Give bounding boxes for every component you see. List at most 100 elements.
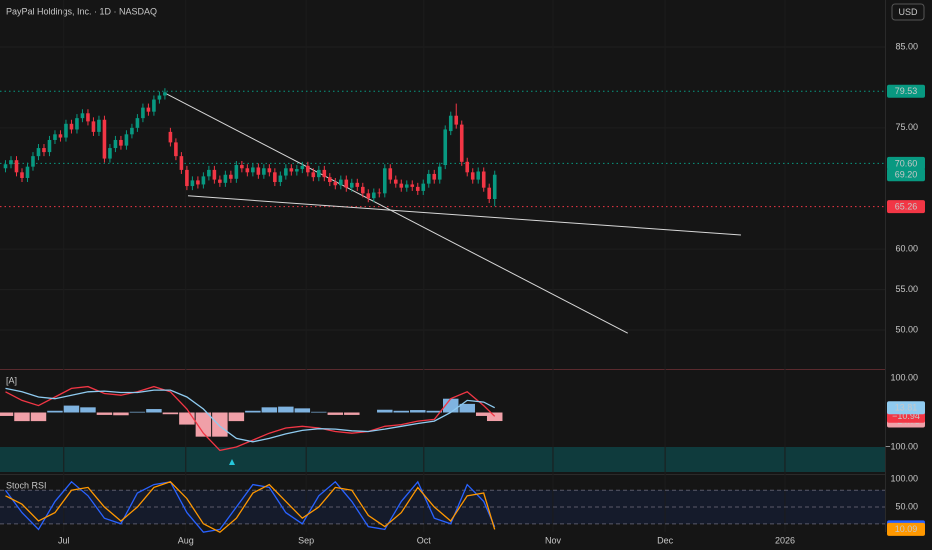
candle-body [339, 179, 343, 186]
candle-body [476, 171, 481, 180]
signal-arrow [229, 459, 235, 465]
histogram-bar [459, 403, 475, 413]
price-tag [887, 522, 925, 536]
histogram-bar [14, 412, 30, 422]
candle-body [163, 92, 167, 96]
candle-body [174, 142, 178, 157]
price-tag [887, 401, 925, 415]
indicator-title: Stoch RSI [6, 480, 47, 490]
candle-body [267, 168, 272, 173]
indicator-title: [A] [6, 375, 17, 385]
candle-body [454, 115, 459, 125]
y-tick-label: 50.00 [895, 501, 918, 511]
candle-body [58, 134, 63, 138]
candle-body [69, 123, 74, 130]
candle-body [3, 164, 8, 169]
price-tag-label: −10.94 [892, 411, 920, 421]
price-tag-label: 65.26 [895, 201, 918, 211]
histogram-bar [63, 405, 80, 413]
candle-body [487, 187, 492, 199]
candle-body [245, 168, 250, 173]
candle-body [91, 121, 96, 132]
candle-body [218, 179, 222, 183]
x-tick-label: Aug [178, 535, 194, 545]
x-tick-label: Dec [657, 535, 674, 545]
histogram-bar [195, 412, 212, 437]
candle-body [459, 124, 464, 162]
candle-body [295, 169, 299, 172]
histogram-bar [179, 412, 195, 425]
histogram-bar [410, 410, 426, 413]
candle-body [25, 166, 30, 178]
candle-body [80, 113, 85, 119]
x-tick-label: Jul [58, 535, 70, 545]
histogram-bar [113, 412, 129, 416]
x-tick-label: 2026 [775, 535, 795, 545]
y-tick-label: 85.00 [895, 41, 918, 51]
candle-body [322, 169, 327, 178]
candle-body [108, 148, 112, 159]
x-tick-label: Nov [545, 535, 562, 545]
candle-body [234, 165, 239, 179]
candle-body [492, 174, 497, 199]
candle-body [377, 192, 382, 194]
candle-body [152, 99, 156, 112]
y-tick-label: 55.00 [895, 284, 918, 294]
candle-body [470, 172, 475, 180]
price-tag [887, 200, 925, 214]
price-tag-label: 79.53 [895, 86, 918, 96]
candle-body [421, 183, 426, 191]
y-tick-label: 100.00 [890, 473, 918, 483]
candle-body [333, 182, 338, 186]
candle-body [306, 165, 310, 173]
candle-body [135, 118, 140, 128]
histogram-bar [311, 411, 327, 413]
candle-body [179, 156, 184, 170]
candle-body [157, 95, 162, 100]
candle-body [410, 184, 415, 187]
candle-body [20, 172, 24, 178]
histogram-bar [393, 410, 410, 413]
candle-body [36, 148, 41, 157]
candle-body [102, 119, 107, 159]
currency-box[interactable] [891, 3, 925, 21]
candle-body [130, 127, 134, 135]
candle-body [31, 156, 35, 167]
candle-body [426, 173, 431, 184]
indicator-line [5, 385, 496, 452]
candle-body [47, 139, 52, 153]
price-tag-label: 69.20 [895, 170, 918, 180]
price-tag-label: 70.60 [895, 158, 918, 168]
candle-body [14, 160, 19, 173]
candle-body [251, 167, 255, 173]
candle-body [448, 115, 453, 132]
histogram-bar [162, 412, 179, 415]
histogram-bar [486, 412, 503, 422]
candle-body [289, 168, 294, 172]
candle-body [207, 169, 211, 177]
candle-body [75, 118, 79, 130]
histogram-bar [426, 410, 442, 413]
x-tick-label: Oct [417, 535, 432, 545]
histogram-bar [47, 410, 63, 413]
candle-body [223, 174, 228, 183]
candle-body [141, 107, 145, 119]
histogram-bar [129, 411, 146, 413]
histogram-bar [30, 412, 47, 422]
candle-body [393, 179, 398, 184]
candle-body [273, 172, 277, 183]
y-tick-label: 75.00 [895, 122, 918, 132]
candle-body [97, 119, 101, 132]
histogram-bar [475, 412, 492, 416]
currency[interactable]: USD [898, 7, 918, 17]
histogram-bar [245, 410, 261, 413]
candle-body [366, 193, 371, 199]
candle-body [465, 161, 470, 173]
candle-body [124, 134, 129, 146]
histogram-bar [80, 407, 96, 413]
trend-line [187, 195, 742, 236]
trend-line [164, 92, 628, 334]
candle-body [262, 168, 266, 175]
